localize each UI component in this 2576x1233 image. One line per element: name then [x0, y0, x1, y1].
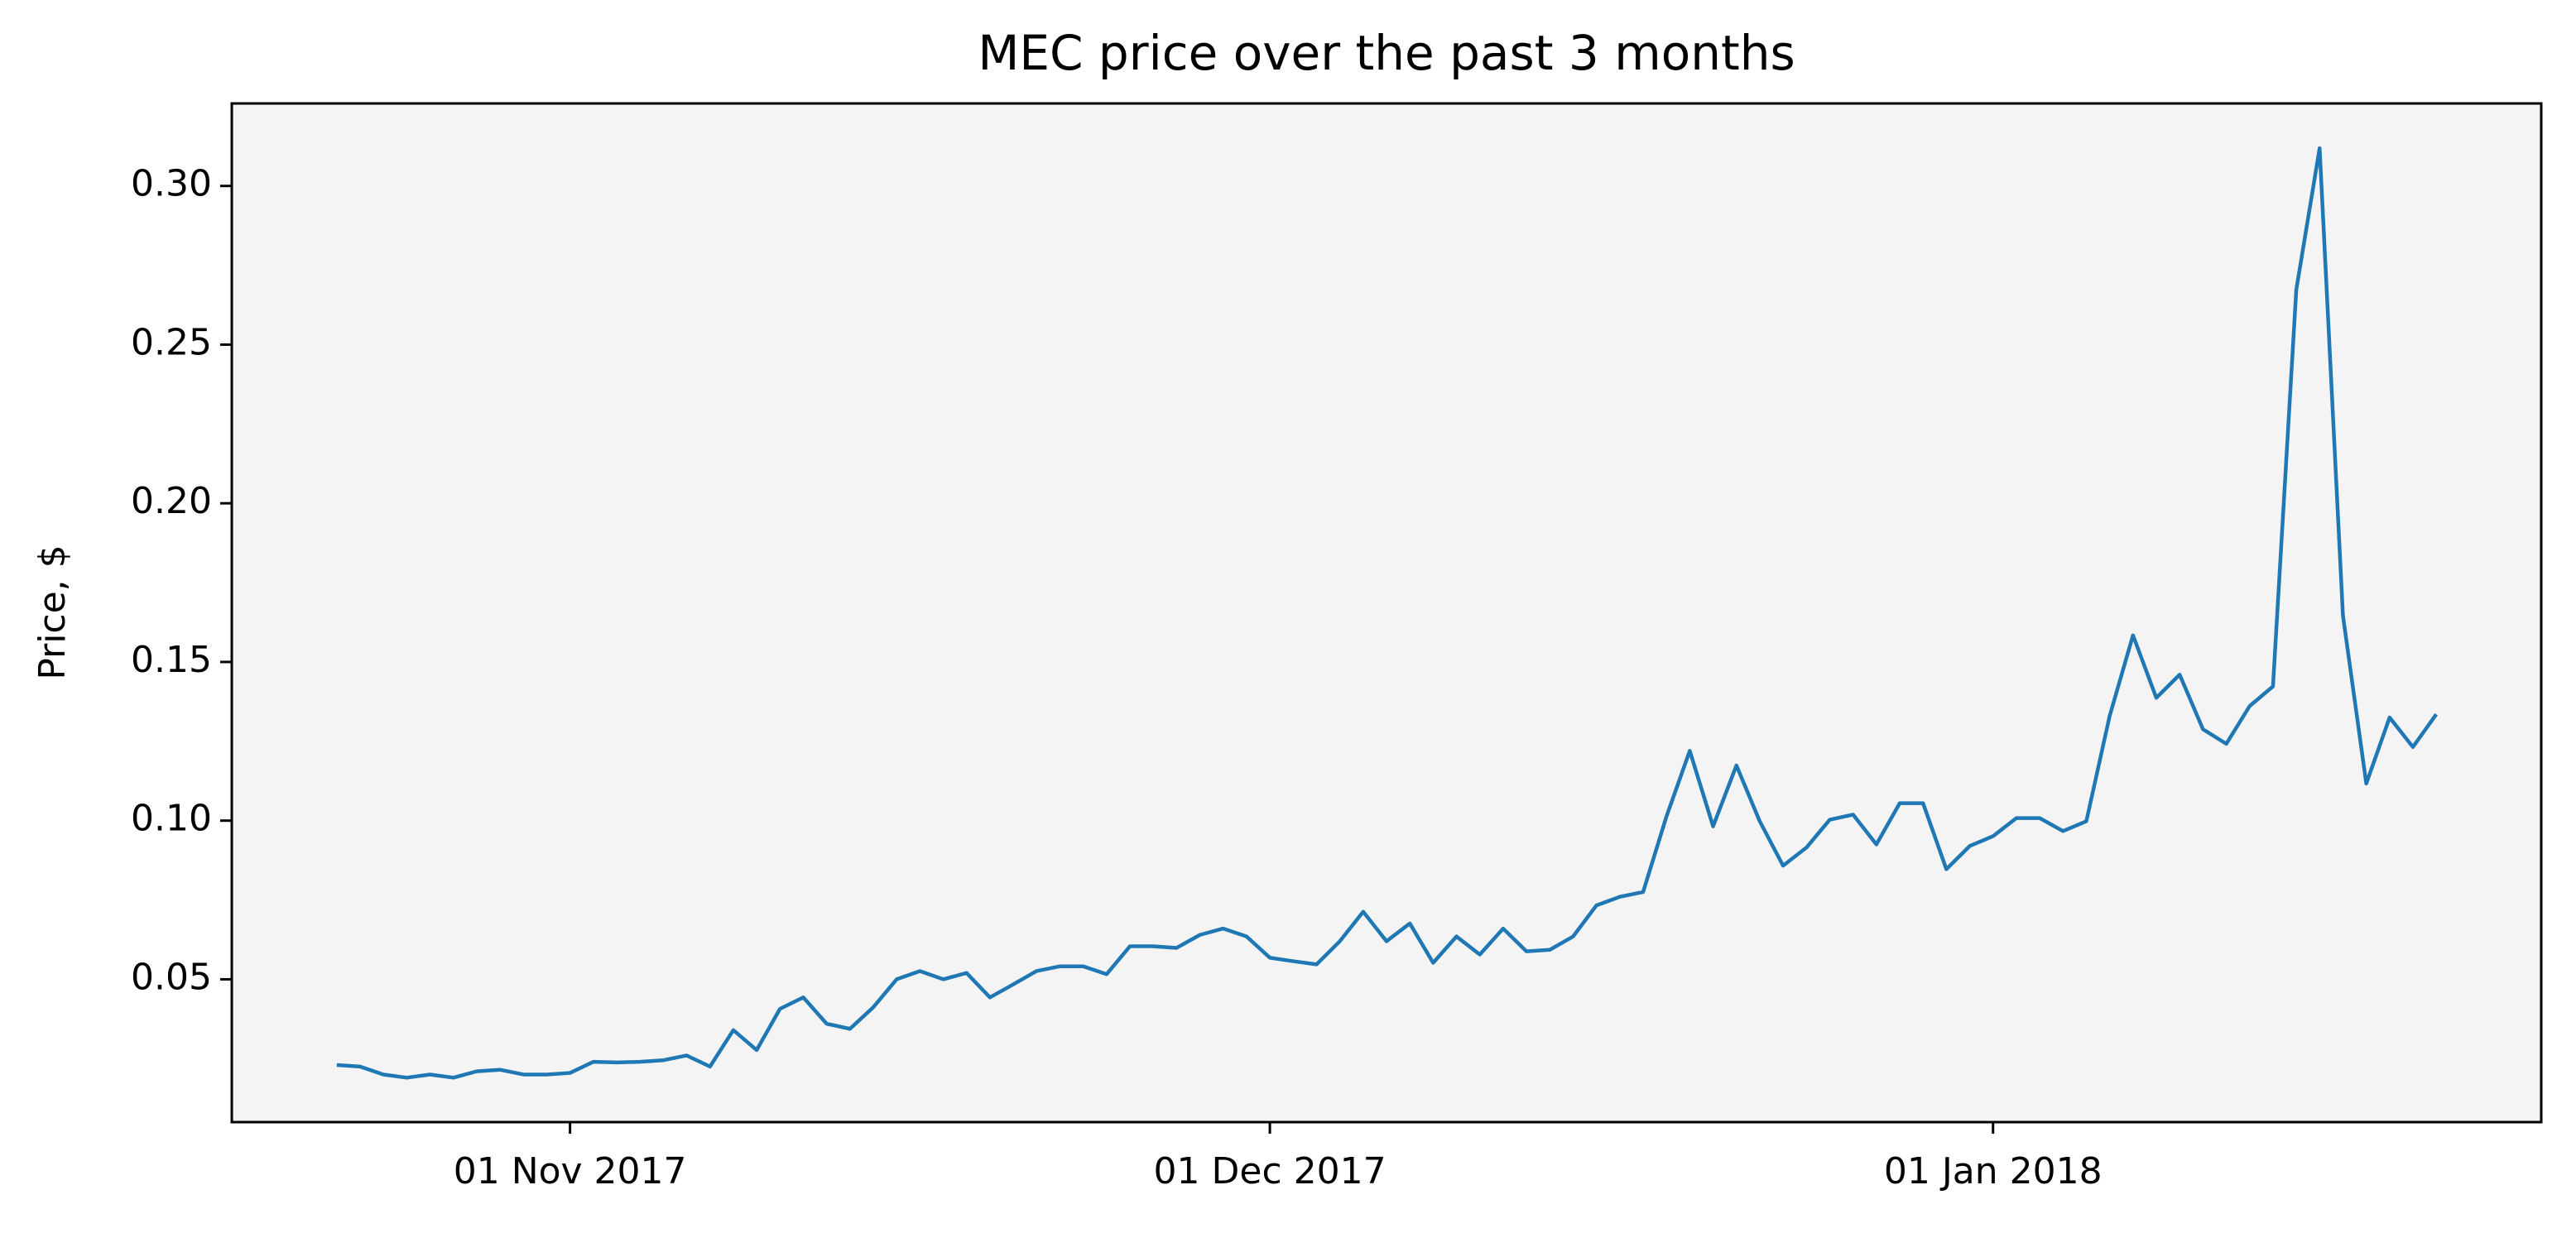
x-tick-label: 01 Nov 2017	[454, 1150, 687, 1192]
plot-frame	[230, 102, 2543, 1124]
y-axis-label: Price, $	[31, 545, 74, 679]
y-tick-label: 0.10	[131, 798, 212, 840]
y-tick-label: 0.20	[131, 480, 212, 522]
y-tick-label: 0.15	[131, 639, 212, 681]
y-tick-label: 0.25	[131, 321, 212, 363]
price-line	[336, 146, 2439, 1080]
x-tick-label: 01 Dec 2017	[1154, 1150, 1387, 1192]
chart-title: MEC price over the past 3 months	[978, 25, 1795, 81]
plot-area	[232, 103, 2541, 1122]
y-tick-label: 0.30	[131, 163, 212, 205]
y-tick-label: 0.05	[131, 956, 212, 998]
x-tick-label: 01 Jan 2018	[1884, 1150, 2103, 1192]
